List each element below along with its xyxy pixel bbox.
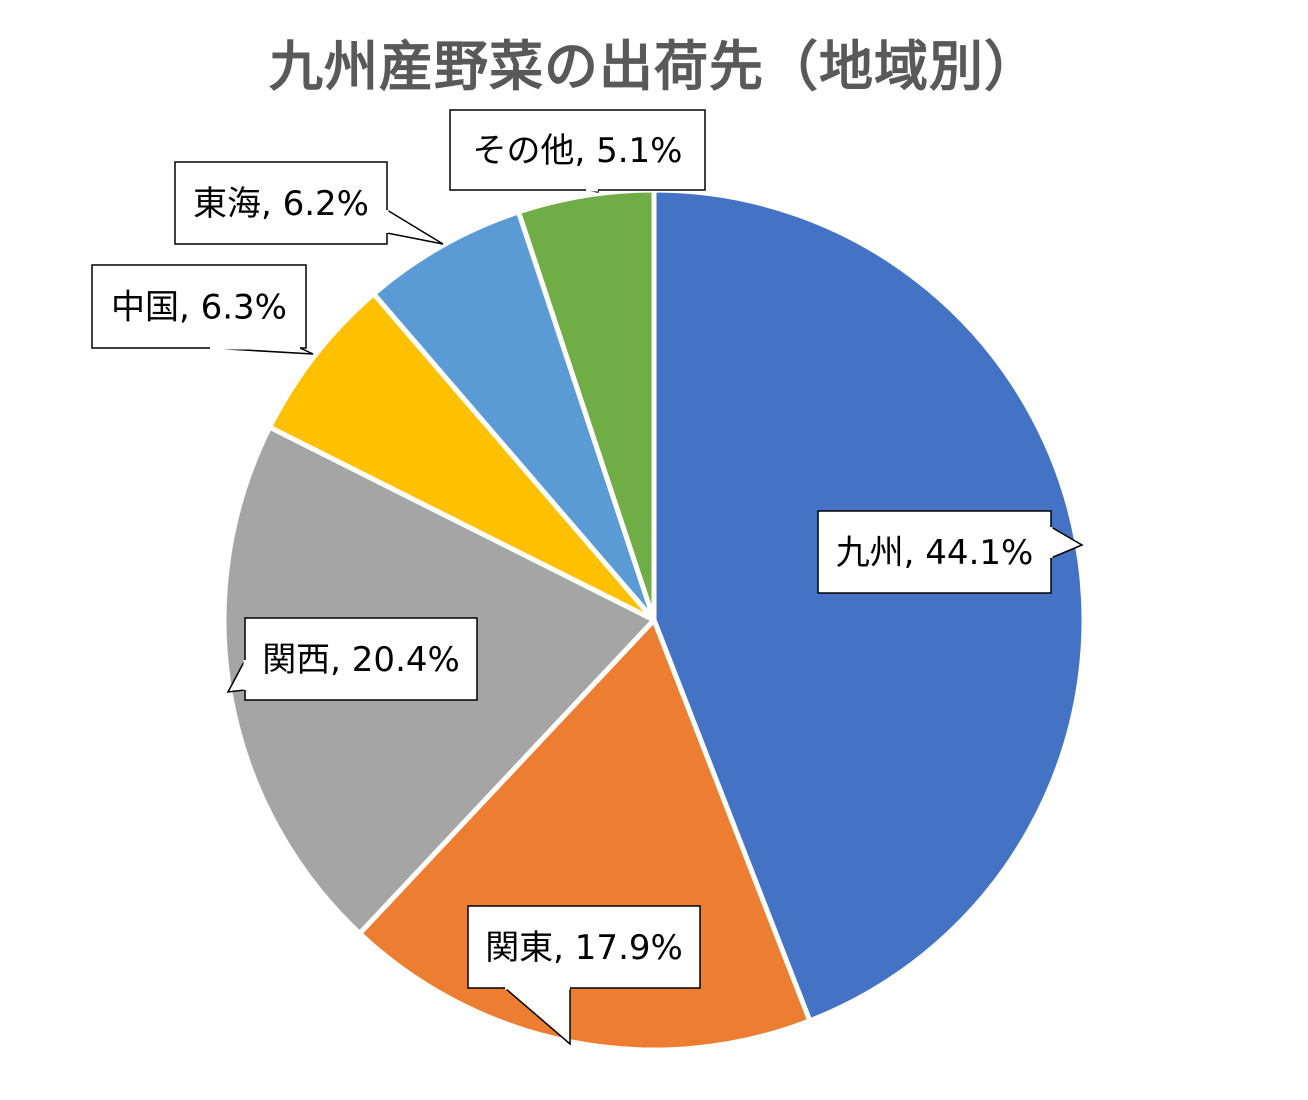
data-label-3: 関西, 20.4% [226, 617, 478, 701]
data-label-6: その他, 5.1% [449, 109, 706, 193]
pie-slice-5 [371, 209, 657, 623]
data-label-box [449, 109, 706, 191]
chart-title: 九州産野菜の出荷先（地域別） [269, 35, 1039, 98]
pie-slice-1 [651, 187, 1087, 1024]
data-label-box [244, 617, 478, 701]
data-label-text: 九州, 44.1% [836, 533, 1034, 573]
data-label-1: 九州, 44.1% [817, 510, 1084, 594]
data-label-text: 中国, 6.3% [111, 288, 287, 328]
data-label-box [467, 905, 701, 989]
data-label-text: その他, 5.1% [473, 131, 683, 171]
data-label-2: 関東, 17.9% [467, 905, 701, 1046]
pie-slice-4 [267, 291, 657, 623]
data-label-4: 中国, 6.3% [91, 264, 314, 355]
data-label-box [174, 161, 388, 245]
data-label-text: 東海, 6.2% [193, 184, 369, 224]
data-labels: 九州, 44.1% 関東, 17.9% 関西, 20.4% 中国, 6.3% 東海, 6… [91, 109, 1084, 1046]
data-label-box [817, 510, 1052, 594]
data-label-box [91, 264, 307, 349]
data-label-5: 東海, 6.2% [174, 161, 444, 245]
data-label-text: 関東, 17.9% [485, 928, 683, 968]
data-label-text: 関西, 20.4% [262, 640, 460, 680]
data-label-pointer [386, 208, 444, 245]
